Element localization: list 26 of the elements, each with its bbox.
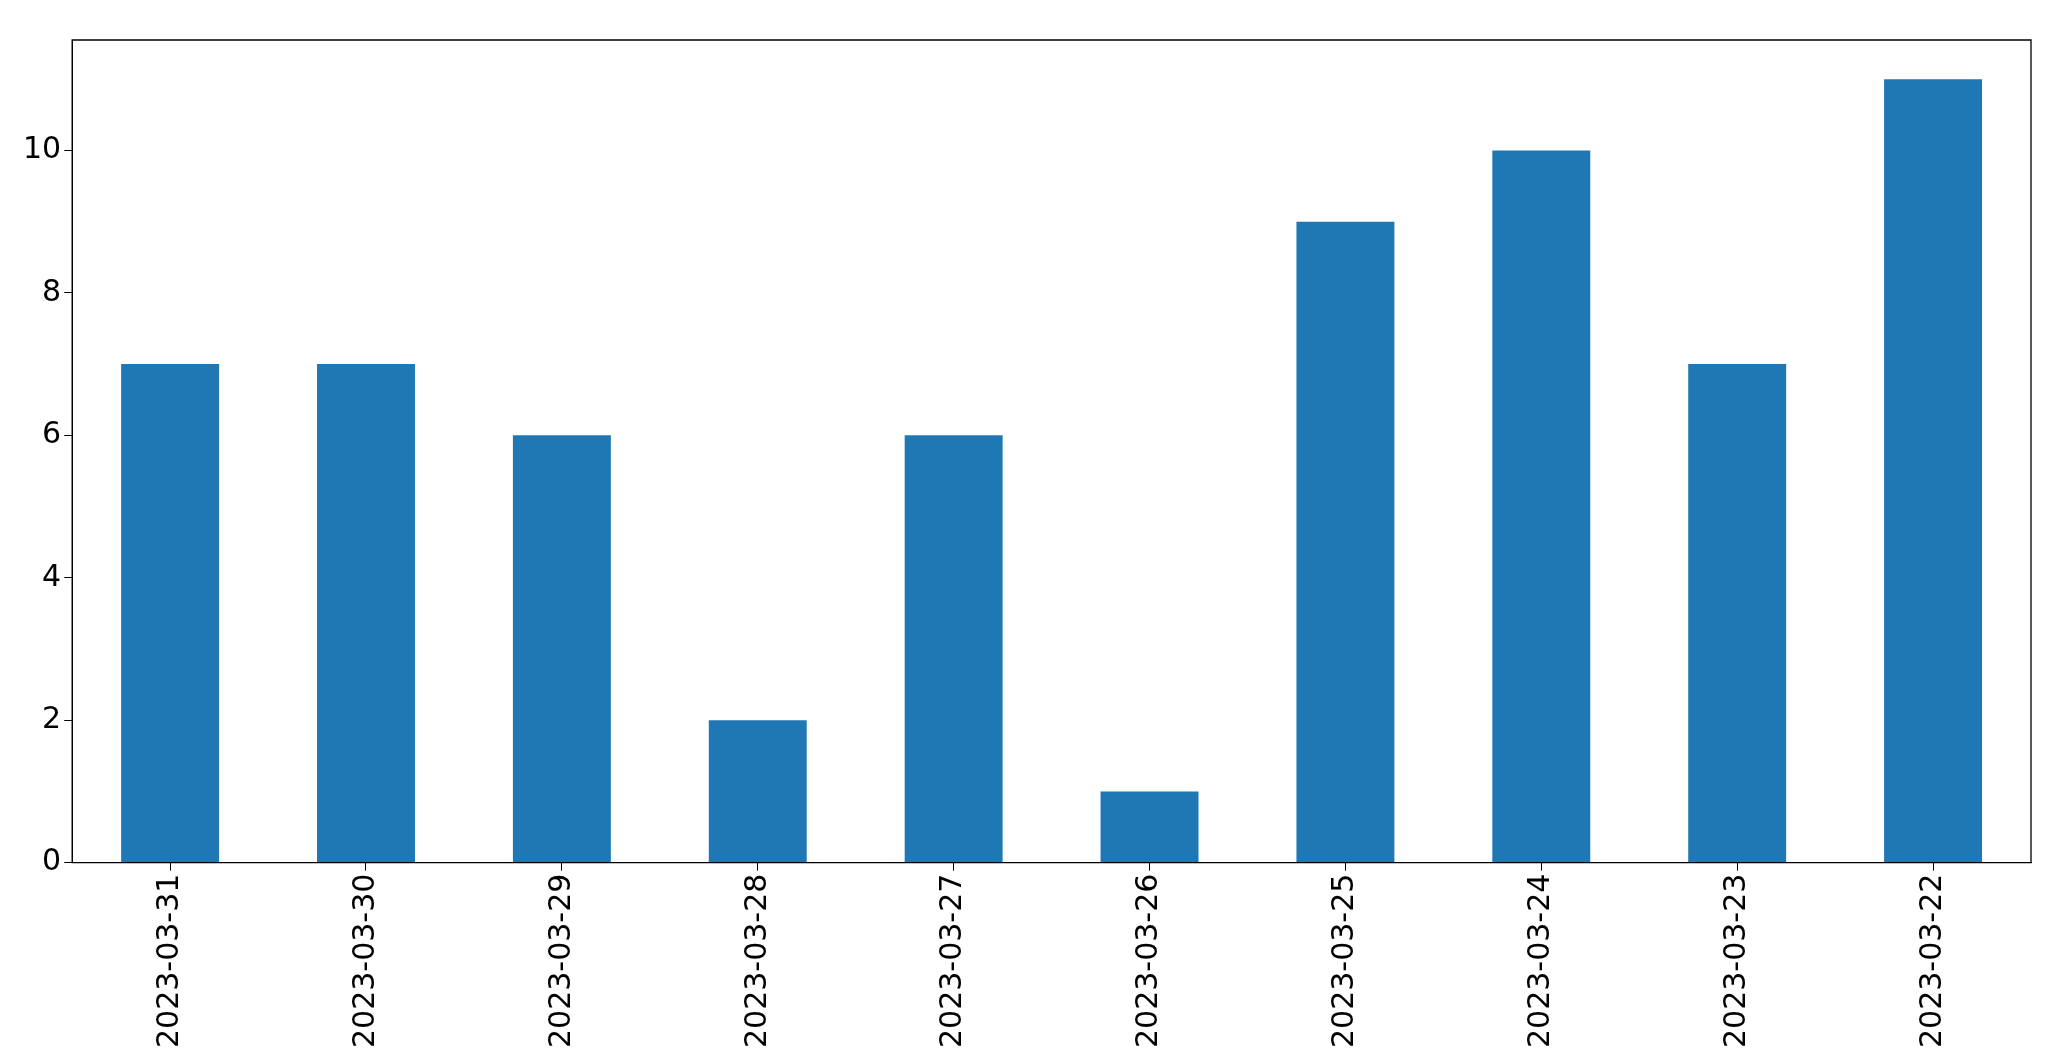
bar — [1100, 791, 1199, 863]
bar — [121, 364, 220, 863]
x-tick-label: 2023-03-30 — [345, 873, 381, 1049]
y-tick-label: 6 — [42, 415, 62, 451]
y-tick-label: 0 — [42, 842, 62, 878]
bar — [1296, 221, 1395, 863]
x-tick-label: 2023-03-29 — [541, 873, 577, 1049]
x-tick-label: 2023-03-24 — [1521, 873, 1557, 1049]
y-tick-label: 8 — [42, 272, 62, 308]
bar — [1492, 150, 1591, 863]
x-tick-label: 2023-03-25 — [1325, 873, 1361, 1049]
y-tick-label: 10 — [22, 130, 62, 166]
bar — [708, 720, 807, 863]
x-tick-label: 2023-03-28 — [737, 873, 773, 1049]
bar — [904, 435, 1003, 863]
x-tick-label: 2023-03-23 — [1716, 873, 1752, 1049]
y-tick-label: 2 — [42, 700, 62, 735]
y-tick-label: 4 — [42, 557, 62, 593]
x-tick-label: 2023-03-31 — [149, 873, 185, 1049]
x-tick-label: 2023-03-22 — [1912, 873, 1948, 1049]
bar — [317, 364, 415, 863]
bar — [1688, 364, 1787, 863]
x-tick-label: 2023-03-27 — [933, 873, 969, 1049]
bar — [1884, 79, 1983, 863]
bar — [512, 435, 611, 863]
x-tick-label: 2023-03-26 — [1129, 873, 1165, 1049]
